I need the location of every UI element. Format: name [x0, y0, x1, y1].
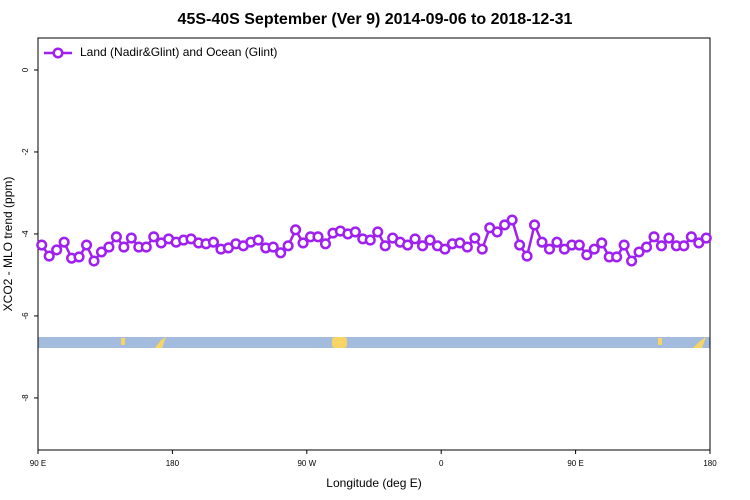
data-point: [379, 240, 391, 252]
data-point: [349, 226, 361, 238]
data-point: [409, 233, 421, 245]
data-point: [372, 226, 384, 238]
data-point: [103, 241, 115, 253]
data-point: [469, 232, 481, 244]
data-point: [461, 241, 473, 253]
chart-title: 45S-40S September (Ver 9) 2014-09-06 to …: [178, 11, 573, 28]
x-tick-label: 90 E: [567, 459, 583, 468]
land-ocean-strip: [38, 337, 710, 348]
data-point: [685, 231, 697, 243]
x-tick-label: 90 W: [297, 459, 316, 468]
data-point: [43, 250, 55, 262]
data-point: [693, 237, 705, 249]
y-tick-label: 0: [21, 67, 30, 72]
data-point: [476, 243, 488, 255]
data-point: [402, 239, 414, 251]
data-point: [275, 247, 287, 259]
data-point: [618, 239, 630, 251]
data-point: [536, 236, 548, 248]
data-point: [499, 219, 511, 231]
land-patch: [693, 337, 706, 348]
data-point: [551, 236, 563, 248]
data-point: [140, 241, 152, 253]
data-point: [319, 238, 332, 250]
data-point: [58, 236, 70, 248]
data-point: [528, 219, 541, 231]
data-point: [118, 241, 130, 253]
y-tick-label: -6: [21, 312, 30, 320]
data-point: [655, 240, 668, 252]
data-point: [282, 240, 294, 252]
data-point: [626, 255, 638, 267]
data-point: [297, 237, 309, 249]
data-point: [364, 234, 376, 246]
ocean-strip: [38, 337, 710, 348]
data-point: [678, 240, 690, 252]
data-point: [207, 236, 220, 248]
data-point: [506, 214, 518, 226]
data-point: [514, 239, 526, 251]
data-point: [611, 251, 623, 263]
data-point: [125, 232, 137, 244]
data-point: [581, 249, 593, 261]
x-axis-label: Longitude (deg E): [326, 476, 421, 490]
data-point: [290, 224, 302, 236]
data-point: [148, 231, 160, 243]
data-point: [640, 241, 653, 253]
data-point: [88, 255, 100, 267]
land-patch: [155, 337, 166, 348]
legend-marker: [52, 47, 64, 59]
data-point: [648, 231, 660, 243]
data-point: [312, 231, 324, 243]
data-point: [252, 234, 264, 246]
x-tick-label: 180: [166, 459, 180, 468]
x-tick-label: 90 E: [30, 459, 46, 468]
data-point: [573, 239, 585, 251]
data-point: [80, 239, 93, 251]
data-point: [110, 231, 122, 243]
data-point: [663, 232, 675, 244]
land-patch: [658, 338, 662, 345]
data-point: [439, 243, 451, 255]
land-patch: [121, 338, 125, 345]
data-point: [95, 246, 108, 258]
data-point: [596, 237, 608, 249]
y-tick-label: -4: [21, 230, 30, 238]
data-point: [543, 243, 556, 255]
data-point: [267, 241, 279, 253]
data-point: [521, 250, 533, 262]
data-point: [416, 240, 429, 252]
y-axis-label: XCO2 - MLO trend (ppm): [1, 177, 15, 312]
data-point: [424, 234, 436, 246]
data-point: [491, 226, 503, 238]
data-point: [633, 246, 645, 258]
x-tick-label: 0: [439, 459, 444, 468]
data-point: [588, 243, 600, 255]
land-patch: [332, 337, 347, 348]
data-point: [73, 251, 85, 263]
data-point: [700, 232, 712, 244]
legend-label: Land (Nadir&Glint) and Ocean (Glint): [80, 45, 277, 59]
y-tick-label: -8: [21, 394, 30, 402]
data-point: [51, 244, 63, 256]
data-point: [36, 239, 48, 251]
y-tick-label: -2: [21, 148, 30, 156]
x-tick-label: 180: [703, 459, 717, 468]
